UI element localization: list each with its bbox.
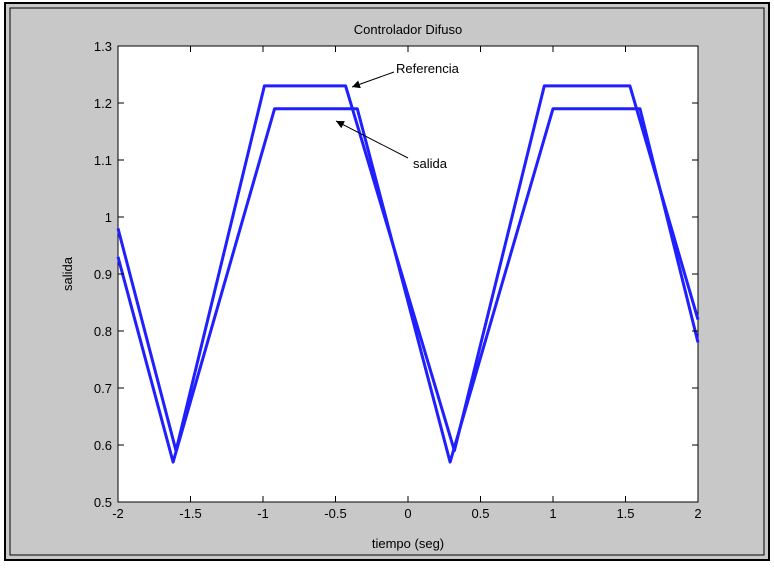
y-tick-label: 0.7 (94, 381, 112, 396)
figure-inner-frame (9, 7, 765, 556)
y-tick-label: 1 (105, 210, 112, 225)
x-axis-label: tiempo (seg) (372, 536, 444, 551)
x-tick-label: 1 (549, 506, 556, 521)
x-tick-label: 1.5 (616, 506, 634, 521)
y-tick-label: 0.9 (94, 267, 112, 282)
x-tick-label: 2 (694, 506, 701, 521)
x-tick-label: 0.5 (471, 506, 489, 521)
plot-area (117, 45, 699, 503)
annotation: Referencia (396, 61, 460, 76)
annotation-arrow (335, 120, 409, 159)
curves (116, 84, 700, 464)
chart-title: Controlador Difuso (354, 22, 462, 37)
y-tick-label: 0.6 (94, 438, 112, 453)
series-line (116, 107, 700, 464)
x-tick-label: -0.5 (324, 506, 346, 521)
y-tick-label: 1.2 (94, 96, 112, 111)
x-tick-label: -1 (257, 506, 269, 521)
y-tick-label: 0.5 (94, 495, 112, 510)
y-tick-label: 0.8 (94, 324, 112, 339)
annotation-arrow (351, 71, 395, 89)
x-tick-label: 0 (404, 506, 411, 521)
y-tick-label: 1.1 (94, 153, 112, 168)
x-tick-label: -2 (112, 506, 124, 521)
y-axis-label: salida (60, 256, 75, 291)
y-tick-label: 1.3 (94, 39, 112, 54)
x-tick-label: -1.5 (179, 506, 201, 521)
annotation: salida (413, 156, 448, 171)
